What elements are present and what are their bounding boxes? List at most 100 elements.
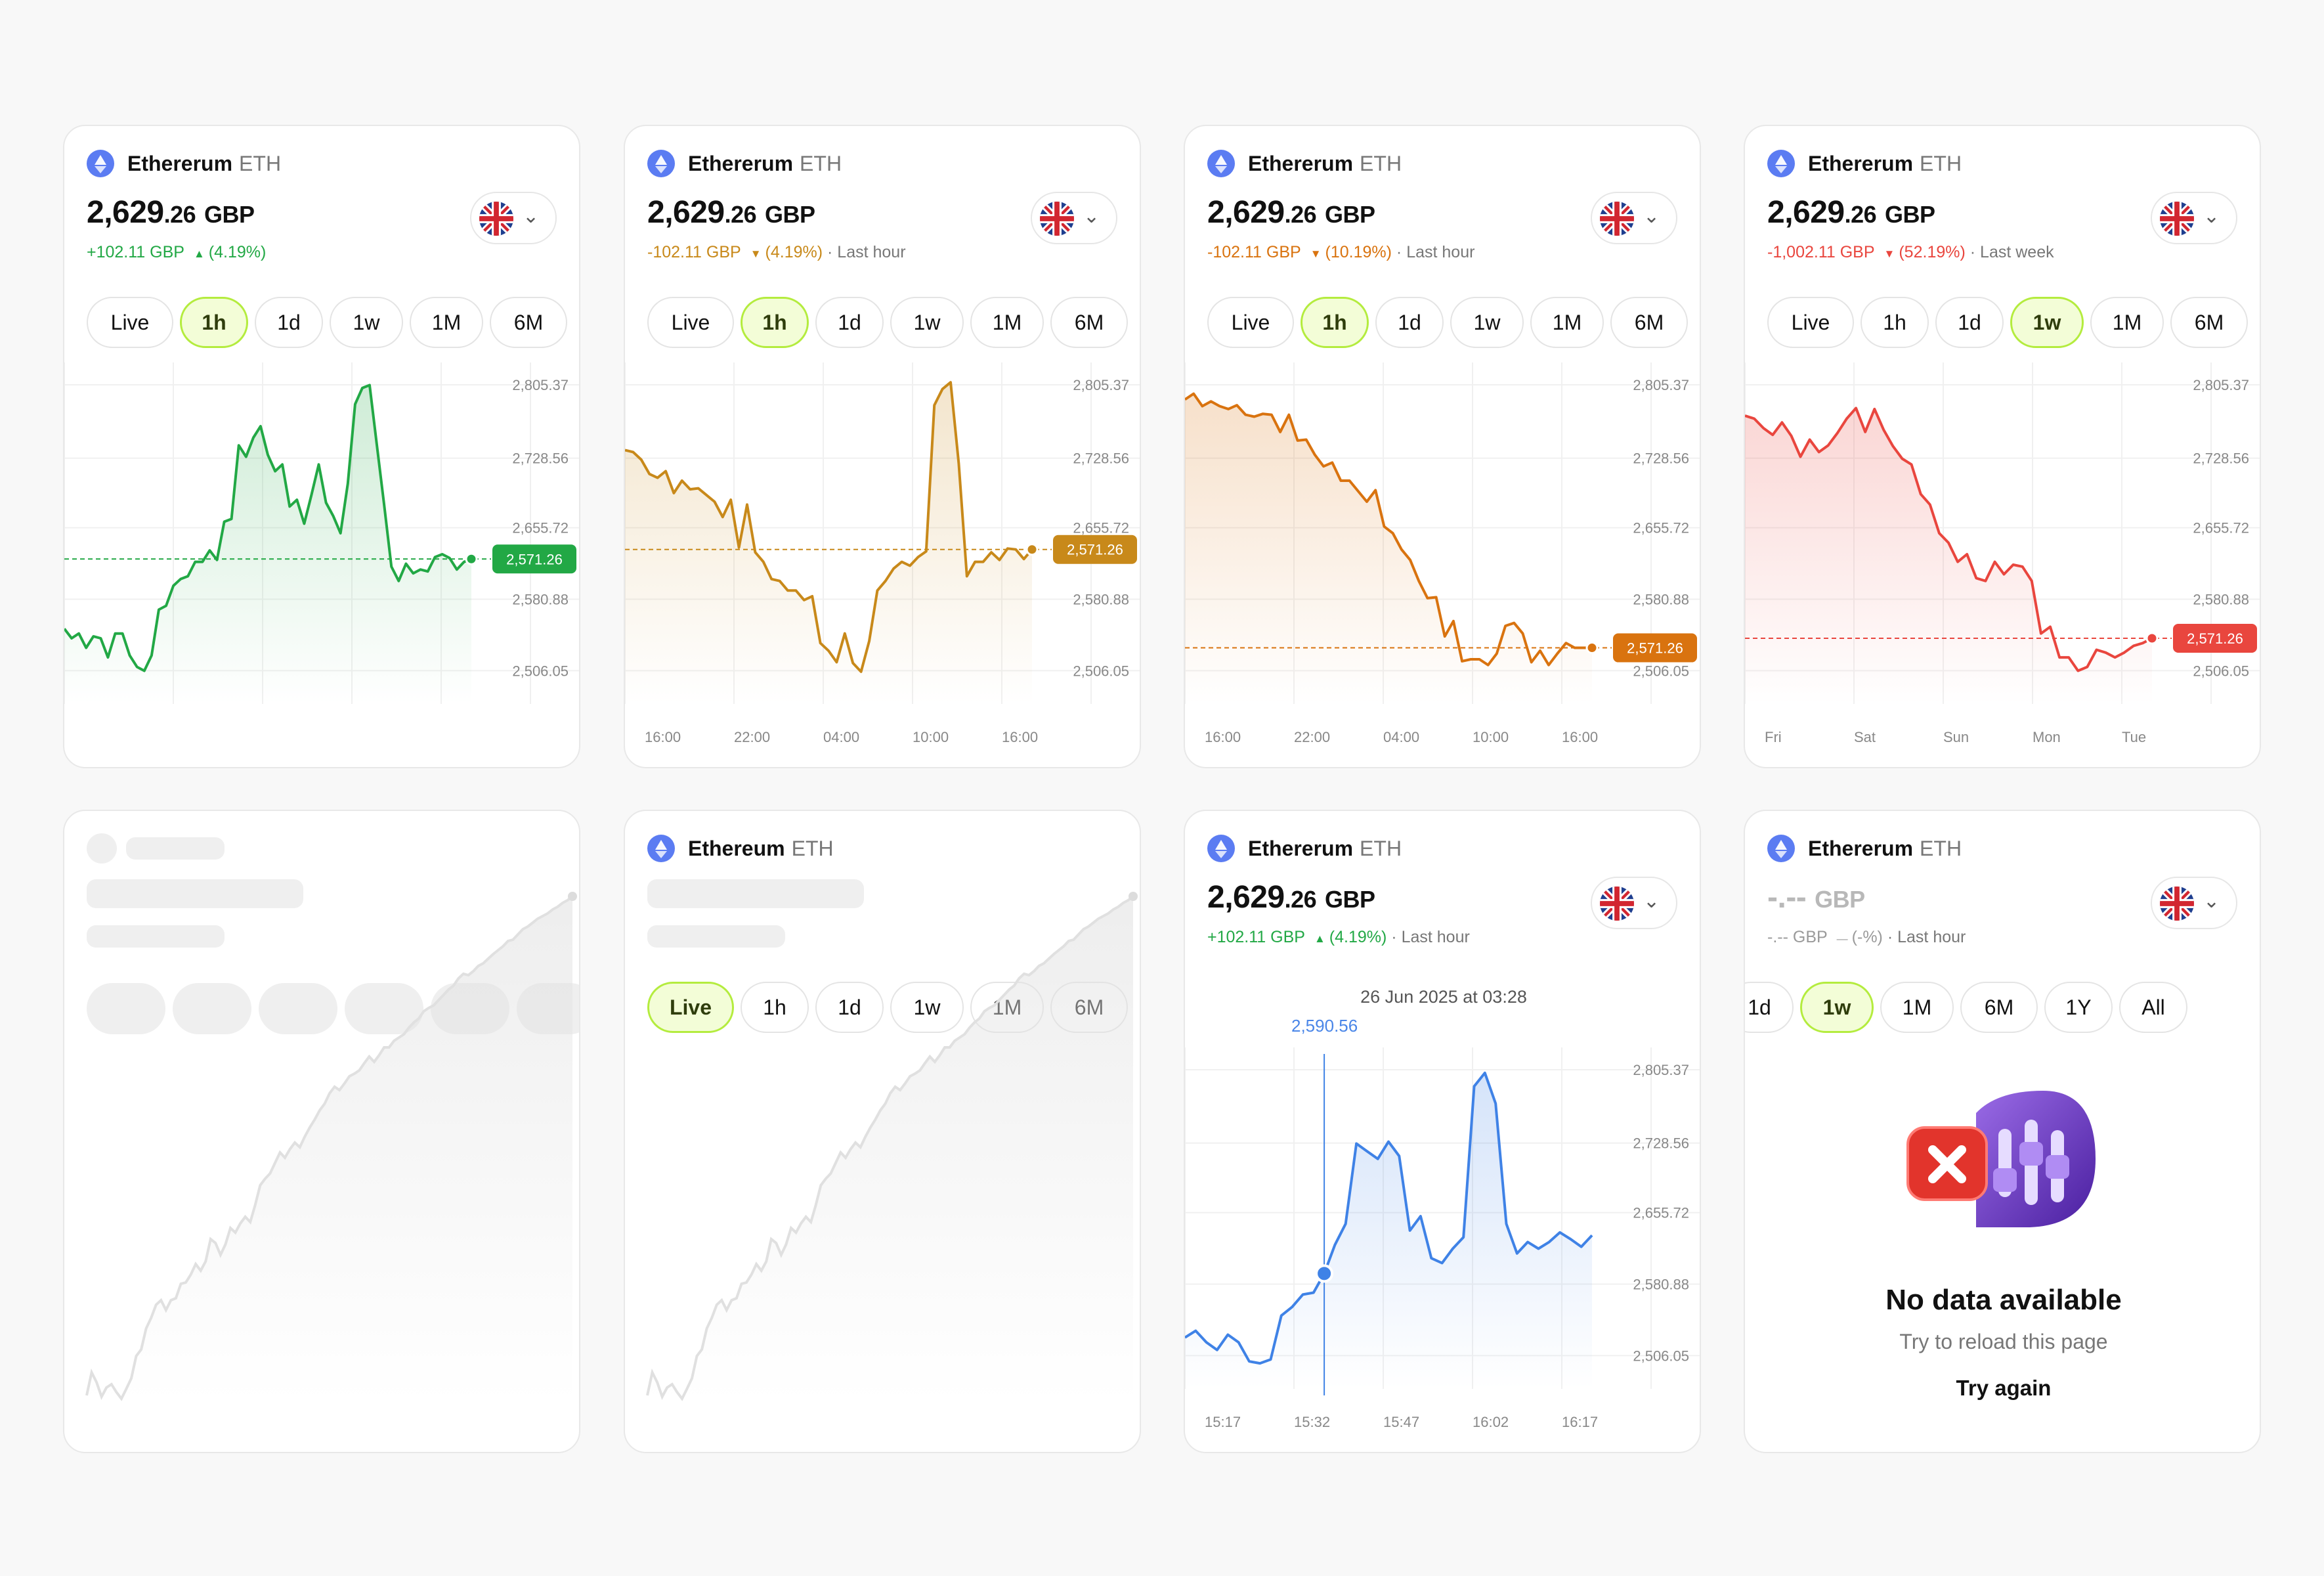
change-percent: (4.19%) — [765, 243, 823, 261]
uk-flag-icon — [2160, 886, 2194, 921]
skeleton-dot — [1129, 892, 1138, 901]
y-tick-label: 2,655.72 — [2193, 520, 2249, 536]
tab-1m[interactable]: 1M — [410, 297, 483, 348]
tab-1w[interactable]: 1w — [330, 297, 403, 348]
tab-live[interactable]: Live — [1767, 297, 1854, 348]
price-integer: -.-- — [1767, 880, 1807, 915]
y-tick-label: 2,728.56 — [1633, 450, 1689, 467]
price-line — [1745, 406, 2153, 672]
y-tick-label: 2,580.88 — [2193, 592, 2249, 608]
x-tick-label: 15:32 — [1294, 1414, 1330, 1430]
coin-name: Ethererum — [688, 151, 794, 175]
current-price-label: 2,571.26 — [1067, 542, 1123, 558]
x-tick-label: Sat — [1854, 729, 1876, 745]
price-card: Ethererum ETH 2,629.26 GBP -102.11 GBP ▼(… — [624, 125, 1141, 768]
change-percent: (10.19%) — [1325, 243, 1392, 261]
price-currency: GBP — [765, 201, 815, 228]
tab-1w[interactable]: 1w — [1450, 297, 1524, 348]
tab-1m[interactable]: 1M — [970, 297, 1044, 348]
price-area — [1185, 1072, 1592, 1389]
currency-picker[interactable]: ⌄ — [1591, 192, 1677, 244]
tab-1d[interactable]: 1d — [815, 982, 884, 1033]
change-period-label: Last hour — [1401, 928, 1470, 946]
coin-name: Ethererum — [127, 151, 233, 175]
y-tick-label: 2,805.37 — [512, 377, 569, 393]
tab-1h[interactable]: 1h — [1861, 297, 1929, 348]
y-tick-label: 2,655.72 — [1633, 1205, 1689, 1221]
tab-live[interactable]: Live — [87, 297, 173, 348]
y-tick-label: 2,728.56 — [1633, 1135, 1689, 1152]
price-chart[interactable]: 2,805.37 2,728.56 2,655.72 2,580.88 2,506.05… — [1745, 126, 2261, 768]
tab-1d[interactable]: 1d — [1375, 297, 1444, 348]
change-period: · Last week — [1969, 243, 2054, 261]
tab-1y[interactable]: 1Y — [2044, 982, 2113, 1033]
y-tick-label: 2,728.56 — [1073, 450, 1129, 467]
currency-picker[interactable]: ⌄ — [470, 192, 557, 244]
price-chart[interactable]: 2,805.37 2,728.56 2,655.72 2,580.88 2,506.05… — [1185, 126, 1701, 768]
tab-1w[interactable]: 1w — [890, 982, 964, 1033]
coin-name: Ethererum — [1808, 836, 1914, 860]
skeleton-price — [647, 879, 864, 908]
tab-1h[interactable]: 1h — [1301, 297, 1369, 348]
tab-live[interactable]: Live — [647, 297, 734, 348]
tab-1h[interactable]: 1h — [741, 297, 809, 348]
change-direction-icon: ▼ — [750, 248, 762, 260]
tab-1m[interactable]: 1M — [2090, 297, 2164, 348]
skeleton-title — [126, 837, 225, 860]
tab-1w[interactable]: 1w — [2010, 297, 2084, 348]
change-direction-icon: ▼ — [1310, 248, 1322, 260]
x-tick-label: 22:00 — [734, 729, 770, 745]
price-currency: GBP — [204, 201, 255, 228]
tab-1d[interactable]: 1d — [1935, 297, 2004, 348]
currency-picker[interactable]: ⌄ — [2151, 877, 2237, 929]
tab-1m[interactable]: 1M — [1530, 297, 1604, 348]
change-amount: +102.11 GBP — [87, 243, 184, 261]
currency-picker[interactable]: ⌄ — [1591, 877, 1677, 929]
skeleton-line — [646, 895, 1134, 1401]
tab-1m[interactable]: 1M — [1880, 982, 1954, 1033]
price-card: Ethererum ETH 2,629.26 GBP -102.11 GBP ▼(… — [1184, 125, 1701, 768]
currency-picker[interactable]: ⌄ — [1031, 192, 1117, 244]
tab-6m[interactable]: 6M — [1960, 982, 2038, 1033]
tab-6m[interactable]: 6M — [2170, 297, 2248, 348]
tab-6m[interactable]: 6M — [1050, 297, 1128, 348]
x-tick-label: Sun — [1943, 729, 1969, 745]
tab-all[interactable]: All — [2119, 982, 2187, 1033]
x-tick-label: 10:00 — [913, 729, 949, 745]
price-currency: GBP — [1325, 886, 1375, 913]
chevron-down-icon: ⌄ — [1643, 890, 1660, 912]
y-tick-label: 2,506.05 — [1633, 663, 1689, 679]
crosshair-value: 2,590.56 — [1291, 1016, 1358, 1036]
time-range-tabs: 1d 1w 1M 6M 1Y All — [1745, 982, 2187, 1033]
y-tick-label: 2,506.05 — [1073, 663, 1129, 679]
x-tick-label: 10:00 — [1473, 729, 1509, 745]
tab-6m[interactable]: 6M — [1610, 297, 1688, 348]
price-chart[interactable]: 2,805.37 2,728.56 2,655.72 2,580.88 2,506.05… — [64, 126, 580, 768]
chevron-down-icon: ⌄ — [2203, 206, 2220, 227]
no-data-card: Ethererum ETH -.-- GBP -.-- GBP — (-%) · L… — [1744, 810, 2261, 1453]
price-chart[interactable]: 2,805.37 2,728.56 2,655.72 2,580.88 2,506.05… — [625, 126, 1141, 768]
change-direction-icon: ▲ — [193, 248, 205, 260]
x-tick-label: 16:00 — [1562, 729, 1598, 745]
tab-1d[interactable]: 1d — [1745, 982, 1794, 1033]
price-line — [1185, 392, 1592, 667]
tab-1d[interactable]: 1d — [815, 297, 884, 348]
currency-picker[interactable]: ⌄ — [2151, 192, 2237, 244]
tab-1w[interactable]: 1w — [890, 297, 964, 348]
tab-1h[interactable]: 1h — [180, 297, 248, 348]
change-direction-icon: ▲ — [1314, 932, 1325, 945]
tab-1d[interactable]: 1d — [255, 297, 323, 348]
tab-live[interactable]: Live — [647, 982, 734, 1033]
coin-symbol: ETH — [800, 151, 842, 175]
price-decimal: .26 — [724, 201, 757, 228]
price-chart[interactable]: 2,805.37 2,728.56 2,655.72 2,580.88 2,506.05… — [1185, 811, 1701, 1453]
tab-1w[interactable]: 1w — [1800, 982, 1874, 1033]
uk-flag-icon — [1040, 202, 1074, 236]
tab-6m[interactable]: 6M — [490, 297, 567, 348]
try-again-button[interactable]: Try again — [1956, 1376, 2052, 1400]
skeleton-price — [87, 879, 303, 908]
tab-1h[interactable]: 1h — [741, 982, 809, 1033]
price-integer: 2,629 — [1767, 195, 1845, 230]
tab-live[interactable]: Live — [1207, 297, 1294, 348]
change-period-label: Last hour — [837, 243, 906, 261]
